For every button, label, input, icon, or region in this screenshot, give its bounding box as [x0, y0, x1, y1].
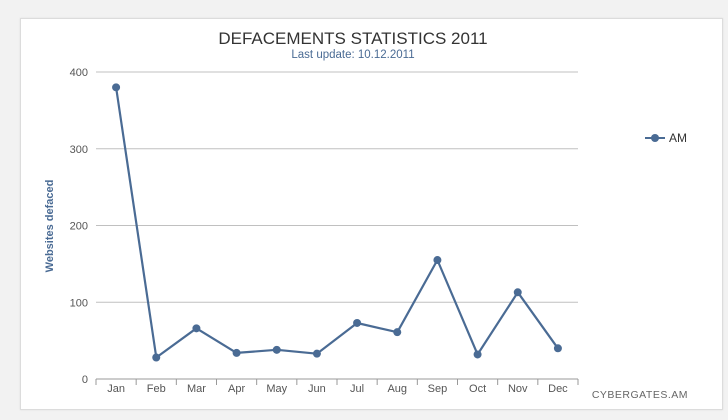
- y-tick-label: 300: [70, 144, 88, 156]
- chart-title: DEFACEMENTS STATISTICS 2011: [218, 29, 487, 48]
- x-tick-label: Feb: [147, 383, 166, 395]
- y-tick-label: 0: [82, 374, 88, 386]
- x-tick-label: Sep: [428, 383, 448, 395]
- x-tick-label: May: [266, 383, 287, 395]
- legend-item-am[interactable]: AM: [669, 131, 687, 145]
- chart-frame: [20, 18, 723, 410]
- x-tick-label: Jul: [350, 383, 364, 395]
- series-line: [115, 87, 559, 359]
- data-point[interactable]: [152, 353, 161, 362]
- series-am: [112, 83, 562, 362]
- data-point[interactable]: [312, 349, 321, 358]
- data-point[interactable]: [353, 318, 362, 327]
- y-tick-label: 400: [70, 67, 88, 79]
- data-point[interactable]: [272, 345, 281, 354]
- gridlines: [96, 71, 578, 303]
- data-point[interactable]: [433, 256, 442, 265]
- x-axis-ticks: Jan Feb Mar Apr May Jun Jul Aug Sep Oct Nov Dec: [107, 383, 568, 395]
- x-axis: [95, 378, 579, 385]
- legend-marker-icon: [651, 134, 659, 142]
- x-tick-label: Aug: [387, 383, 407, 395]
- data-point[interactable]: [513, 288, 522, 297]
- x-tick-label: Mar: [187, 383, 206, 395]
- data-point[interactable]: [393, 328, 402, 337]
- x-tick-label: Apr: [228, 383, 245, 395]
- data-point[interactable]: [473, 350, 482, 359]
- x-tick-label: Dec: [548, 383, 568, 395]
- y-axis-label: Websites defaced: [44, 180, 56, 273]
- x-tick-label: Oct: [469, 383, 486, 395]
- y-tick-label: 100: [70, 297, 88, 309]
- credit-label[interactable]: CYBERGATES.AM: [592, 389, 688, 401]
- x-tick-label: Jun: [308, 383, 326, 395]
- y-axis-ticks: 0 100 200 300 400: [70, 67, 88, 386]
- legend[interactable]: AM: [645, 131, 687, 145]
- y-tick-label: 200: [70, 221, 88, 233]
- data-point[interactable]: [112, 83, 121, 92]
- x-tick-label: Nov: [508, 383, 528, 395]
- data-point[interactable]: [232, 348, 241, 357]
- data-point[interactable]: [553, 344, 562, 353]
- chart-subtitle: Last update: 10.12.2011: [291, 49, 414, 61]
- x-tick-label: Jan: [107, 383, 125, 395]
- data-point[interactable]: [192, 324, 201, 333]
